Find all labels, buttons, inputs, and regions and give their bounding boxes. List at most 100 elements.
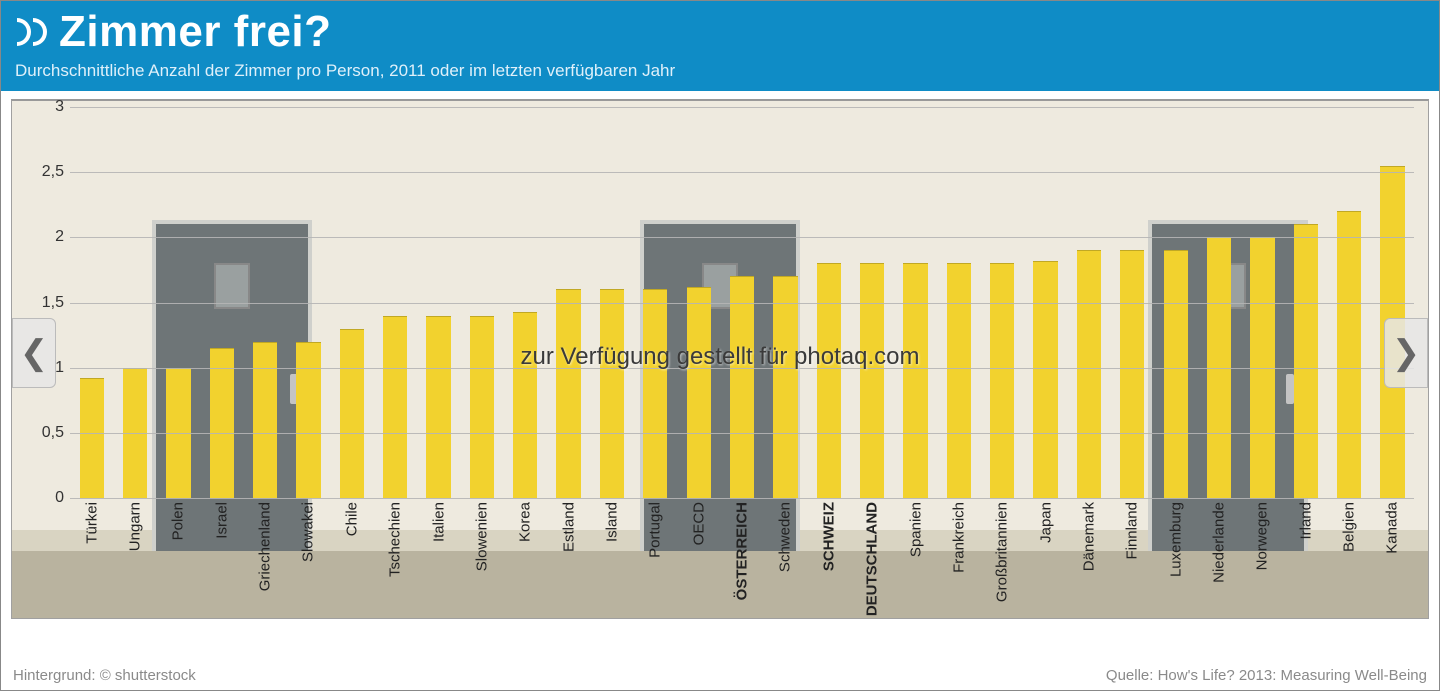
bar bbox=[340, 329, 364, 498]
x-label-text: Irland bbox=[1297, 502, 1314, 540]
x-label: Irland bbox=[1284, 498, 1327, 618]
x-label-text: Israel bbox=[213, 502, 230, 539]
x-label: Dänemark bbox=[1067, 498, 1110, 618]
x-label-text: Ungarn bbox=[127, 502, 144, 551]
header-top-row: Zimmer frei? bbox=[15, 7, 1425, 57]
x-label-text: Japan bbox=[1037, 502, 1054, 543]
x-label: Frankreich bbox=[937, 498, 980, 618]
x-label-text: Slowakei bbox=[300, 502, 317, 562]
prev-button[interactable]: ❮ bbox=[12, 318, 56, 388]
chevron-right-icon: ❯ bbox=[1392, 333, 1421, 373]
gridline bbox=[70, 303, 1414, 304]
bar bbox=[253, 342, 277, 498]
y-tick-label: 2,5 bbox=[12, 163, 70, 181]
infographic-container: Zimmer frei? Durchschnittliche Anzahl de… bbox=[0, 0, 1440, 691]
y-tick-label: 2 bbox=[12, 228, 70, 246]
x-label: Kanada bbox=[1371, 498, 1414, 618]
bar bbox=[383, 316, 407, 498]
gridline bbox=[70, 237, 1414, 238]
bar bbox=[773, 276, 797, 498]
x-label-text: SCHWEIZ bbox=[820, 502, 837, 571]
chevron-left-icon: ❮ bbox=[20, 333, 49, 373]
x-label-text: Chile bbox=[343, 502, 360, 536]
x-label: Chile bbox=[330, 498, 373, 618]
bar bbox=[1120, 250, 1144, 498]
bar bbox=[1337, 211, 1361, 498]
x-label-text: Belgien bbox=[1341, 502, 1358, 552]
footer: Hintergrund: © shutterstock Quelle: How'… bbox=[13, 667, 1427, 684]
bar bbox=[947, 263, 971, 498]
x-label-text: Finnland bbox=[1124, 502, 1141, 560]
bar bbox=[210, 348, 234, 498]
bar bbox=[600, 289, 624, 498]
x-label-text: Norwegen bbox=[1254, 502, 1271, 570]
x-label-text: Großbritannien bbox=[994, 502, 1011, 602]
bar bbox=[730, 276, 754, 498]
y-tick-label: 0,5 bbox=[12, 424, 70, 442]
x-label: OECD bbox=[677, 498, 720, 618]
x-label: Norwegen bbox=[1241, 498, 1284, 618]
bar bbox=[643, 289, 667, 498]
x-label: Niederlande bbox=[1197, 498, 1240, 618]
x-label: Slowenien bbox=[460, 498, 503, 618]
plot-area bbox=[70, 107, 1414, 498]
x-label-text: Frankreich bbox=[950, 502, 967, 573]
x-label: Finnland bbox=[1111, 498, 1154, 618]
bar bbox=[1164, 250, 1188, 498]
bar bbox=[556, 289, 580, 498]
next-button[interactable]: ❯ bbox=[1384, 318, 1428, 388]
x-label: Estland bbox=[547, 498, 590, 618]
x-label-text: Island bbox=[603, 502, 620, 542]
footer-source-right: Quelle: How's Life? 2013: Measuring Well… bbox=[1106, 667, 1427, 684]
x-label: Israel bbox=[200, 498, 243, 618]
x-label-text: Griechenland bbox=[257, 502, 274, 591]
gridline bbox=[70, 107, 1414, 108]
x-label-text: Schweden bbox=[777, 502, 794, 572]
x-label-text: Tschechien bbox=[387, 502, 404, 577]
x-label: Island bbox=[590, 498, 633, 618]
chart-subtitle: Durchschnittliche Anzahl der Zimmer pro … bbox=[15, 61, 1425, 81]
y-axis: 00,511,522,53 bbox=[12, 107, 70, 498]
gridline bbox=[70, 433, 1414, 434]
bar bbox=[687, 287, 711, 498]
x-label: ÖSTERREICH bbox=[720, 498, 763, 618]
y-tick-label: 0 bbox=[12, 489, 70, 507]
x-label-text: DEUTSCHLAND bbox=[864, 502, 881, 616]
footer-credit-left: Hintergrund: © shutterstock bbox=[13, 667, 196, 684]
x-label-text: Türkei bbox=[83, 502, 100, 544]
bar bbox=[817, 263, 841, 498]
x-label: SCHWEIZ bbox=[807, 498, 850, 618]
bar bbox=[1294, 224, 1318, 498]
x-label: Slowakei bbox=[287, 498, 330, 618]
x-label: Griechenland bbox=[243, 498, 286, 618]
x-label: Spanien bbox=[894, 498, 937, 618]
x-label: Tschechien bbox=[374, 498, 417, 618]
x-label-text: Portugal bbox=[647, 502, 664, 558]
gridline bbox=[70, 368, 1414, 369]
x-label-text: Italien bbox=[430, 502, 447, 542]
x-label-text: Luxemburg bbox=[1167, 502, 1184, 577]
x-label: Japan bbox=[1024, 498, 1067, 618]
bar bbox=[80, 378, 104, 498]
x-label-text: Kanada bbox=[1384, 502, 1401, 554]
x-label: Luxemburg bbox=[1154, 498, 1197, 618]
bar bbox=[1033, 261, 1057, 498]
x-label: Portugal bbox=[634, 498, 677, 618]
x-label-text: ÖSTERREICH bbox=[734, 502, 751, 600]
header: Zimmer frei? Durchschnittliche Anzahl de… bbox=[1, 1, 1439, 91]
x-label: Türkei bbox=[70, 498, 113, 618]
x-label: DEUTSCHLAND bbox=[850, 498, 893, 618]
x-label-text: Spanien bbox=[907, 502, 924, 557]
x-label-text: OECD bbox=[690, 502, 707, 545]
bar bbox=[990, 263, 1014, 498]
x-axis-labels: Türkei Ungarn Polen Israel Griechenland Slowa… bbox=[70, 498, 1414, 618]
chart-title: Zimmer frei? bbox=[59, 7, 332, 57]
bar bbox=[903, 263, 927, 498]
bar bbox=[1077, 250, 1101, 498]
bar bbox=[426, 316, 450, 498]
x-label: Polen bbox=[157, 498, 200, 618]
y-tick-label: 3 bbox=[12, 98, 70, 116]
x-label: Schweden bbox=[764, 498, 807, 618]
x-label-text: Korea bbox=[517, 502, 534, 542]
bar bbox=[860, 263, 884, 498]
